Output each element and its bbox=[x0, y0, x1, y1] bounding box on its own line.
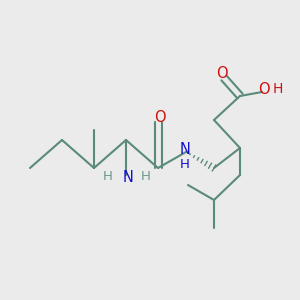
Text: H: H bbox=[180, 158, 190, 170]
Text: H: H bbox=[141, 170, 151, 184]
Text: O: O bbox=[258, 82, 270, 97]
Text: O: O bbox=[154, 110, 166, 124]
Text: H: H bbox=[103, 170, 113, 184]
Text: N: N bbox=[123, 169, 134, 184]
Text: O: O bbox=[216, 65, 228, 80]
Text: H: H bbox=[273, 82, 283, 96]
Text: N: N bbox=[180, 142, 190, 157]
